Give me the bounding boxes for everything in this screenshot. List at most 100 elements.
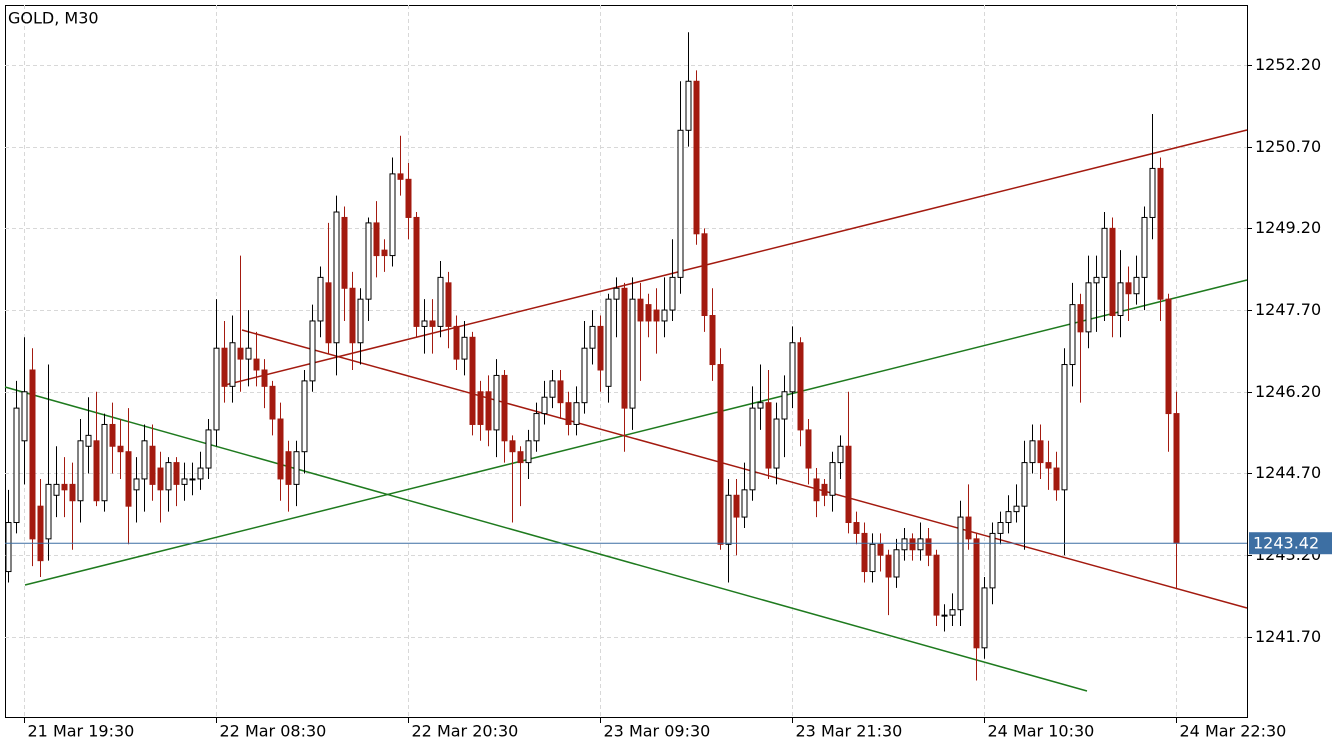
candle-body: [173, 462, 180, 485]
candle-body: [1045, 462, 1052, 469]
candle-body: [357, 298, 364, 344]
candle-body: [29, 369, 36, 540]
trend-line: [4, 386, 1088, 692]
candle-body: [1157, 167, 1164, 300]
candle-body: [893, 549, 900, 578]
x-tick-label: 23 Mar 21:30: [796, 722, 903, 741]
candle-body: [1021, 462, 1028, 507]
candle-body: [189, 478, 196, 481]
candle-body: [109, 423, 116, 447]
candle-body: [781, 391, 788, 420]
candle-body: [645, 304, 652, 322]
candle-body: [429, 320, 436, 327]
candle-body: [405, 178, 412, 218]
x-tick-label: 23 Mar 09:30: [604, 722, 711, 741]
candle-body: [157, 467, 164, 491]
candle-body: [309, 320, 316, 382]
candle-body: [1005, 511, 1012, 524]
candle-body: [1117, 282, 1124, 317]
candle-body: [885, 554, 892, 578]
candle-body: [61, 483, 68, 491]
candle-body: [341, 216, 348, 289]
candle-body: [749, 407, 756, 491]
candle-body: [941, 614, 948, 617]
candle-body: [677, 129, 684, 278]
candle-body: [765, 402, 772, 469]
x-tick-label: 21 Mar 19:30: [28, 722, 135, 741]
candle-body: [909, 538, 916, 551]
candle-body: [717, 364, 724, 545]
y-tick-label: 1249.20: [1255, 218, 1321, 237]
candle-body: [285, 451, 292, 485]
candle-body: [829, 462, 836, 496]
candle-body: [869, 543, 876, 573]
candle-body: [1165, 298, 1172, 415]
candle-body: [757, 402, 764, 409]
candle-body: [5, 522, 12, 573]
candle-body: [477, 391, 484, 425]
candle-body: [685, 80, 692, 131]
candle-body: [221, 347, 228, 387]
candle-body: [245, 347, 252, 360]
y-tick-label: 1250.70: [1255, 137, 1321, 156]
candle-body: [445, 282, 452, 327]
candle-body: [253, 358, 260, 371]
candle-body: [557, 380, 564, 404]
candle-body: [197, 467, 204, 480]
candle-body: [549, 380, 556, 398]
candle-body: [293, 451, 300, 485]
candle-body: [421, 320, 428, 327]
candle-body: [1013, 505, 1020, 513]
candle-body: [413, 216, 420, 327]
candle-body: [789, 342, 796, 393]
x-tick-label: 22 Mar 08:30: [220, 722, 327, 741]
last-price-box: [1249, 532, 1332, 555]
candle-body: [621, 287, 628, 409]
candle-body: [653, 309, 660, 322]
y-tick-label: 1246.20: [1255, 382, 1321, 401]
candle-body: [125, 451, 132, 507]
candle-body: [1125, 282, 1132, 295]
candle-body: [637, 298, 644, 322]
candle-body: [573, 402, 580, 425]
candle-body: [1053, 467, 1060, 491]
candle-body: [973, 538, 980, 649]
candle-body: [957, 516, 964, 611]
candle-body: [333, 211, 340, 344]
candle-body: [205, 429, 212, 469]
candle-body: [565, 402, 572, 425]
candle-body: [165, 462, 172, 491]
candle-body: [533, 413, 540, 442]
candle-body: [501, 374, 508, 442]
candle-body: [853, 522, 860, 534]
candle-body: [933, 554, 940, 616]
candle-body: [493, 374, 500, 431]
candle-body: [141, 440, 148, 480]
candle-body: [53, 483, 60, 496]
candle-body: [349, 287, 356, 344]
candle-body: [397, 173, 404, 180]
candle-body: [589, 325, 596, 349]
candle-body: [605, 298, 612, 387]
candle-body: [277, 418, 284, 480]
candle-body: [925, 538, 932, 556]
candle-body: [821, 483, 828, 496]
candle-body: [1093, 276, 1100, 284]
candle-body: [93, 440, 100, 502]
candle-body: [437, 276, 444, 327]
axes: 1241.701243.201244.701246.201247.701249.…: [5, 55, 1332, 741]
x-tick-label: 24 Mar 22:30: [1180, 722, 1287, 741]
x-tick-label: 24 Mar 10:30: [988, 722, 1095, 741]
candle-body: [917, 538, 924, 551]
y-tick-label: 1252.20: [1255, 55, 1321, 74]
candle-body: [269, 385, 276, 420]
candle-body: [581, 347, 588, 404]
candle-body: [733, 494, 740, 518]
candles: [5, 32, 1180, 681]
candle-body: [117, 445, 124, 453]
candle-body: [1109, 227, 1116, 317]
candle-body: [877, 543, 884, 556]
last-price-label: 1243.42: [1253, 534, 1319, 553]
candle-body: [837, 445, 844, 464]
